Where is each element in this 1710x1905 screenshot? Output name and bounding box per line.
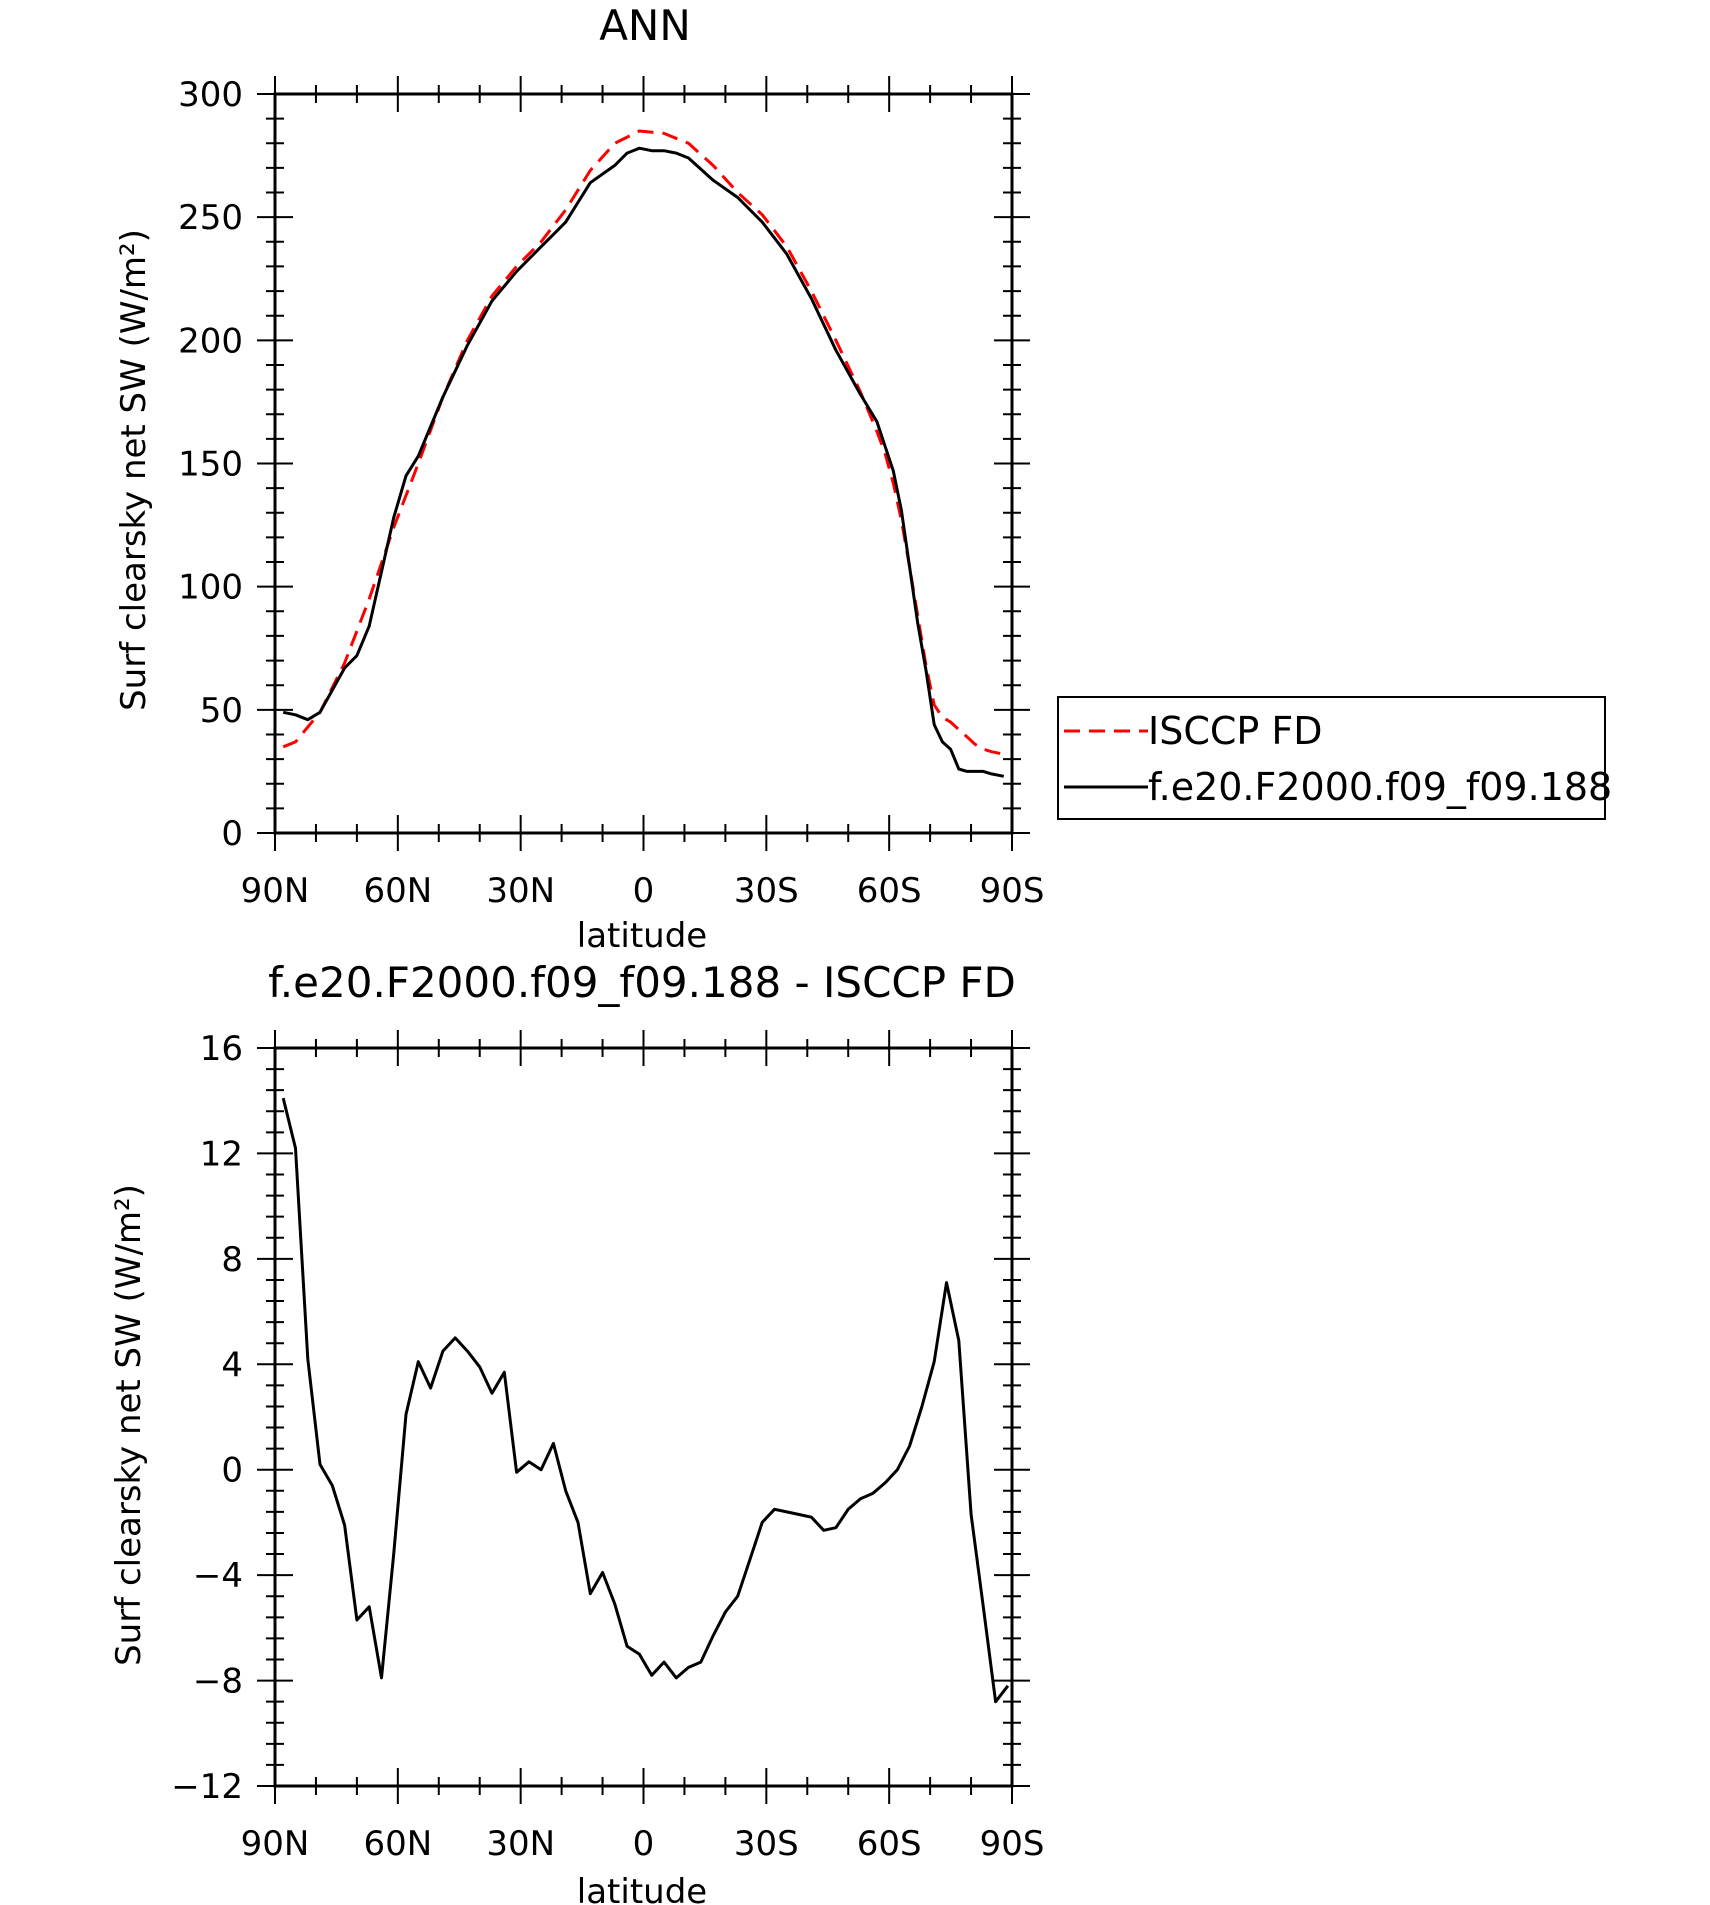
top-chart-y-tick-label: 200 bbox=[178, 321, 243, 361]
bottom-chart-x-tick-label: 30S bbox=[734, 1824, 799, 1864]
bottom-chart-x-tick-label: 0 bbox=[633, 1824, 655, 1864]
bottom-chart-x-tick-label: 60N bbox=[363, 1824, 432, 1864]
bottom-chart-y-tick-label: 8 bbox=[221, 1240, 243, 1280]
top-chart-frame bbox=[273, 92, 1014, 835]
bottom-chart-series-line-1 bbox=[281, 1097, 1010, 1704]
bottom-chart-y-tick-label: −4 bbox=[193, 1556, 243, 1596]
bottom-chart-y-tick-label: −12 bbox=[171, 1767, 243, 1807]
bottom-chart-series bbox=[281, 1097, 1010, 1704]
bottom-chart-x-tick-label: 90N bbox=[241, 1824, 310, 1864]
top-chart-y-tick-label: 300 bbox=[178, 75, 243, 115]
top-chart-x-tick-label: 60N bbox=[363, 871, 432, 911]
top-chart-series-line-1 bbox=[282, 129, 1005, 756]
top-chart-x-axis-label: latitude bbox=[577, 916, 707, 956]
top-chart-y-tick-label: 100 bbox=[178, 568, 243, 608]
top-chart-series bbox=[282, 129, 1005, 778]
top-chart-title: ANN bbox=[599, 1, 691, 50]
bottom-chart-y-tick-label: 16 bbox=[200, 1029, 243, 1069]
bottom-chart-y-tick-label: 0 bbox=[221, 1451, 243, 1491]
top-chart-x-tick-label: 90S bbox=[980, 871, 1045, 911]
bottom-chart-x-tick-label: 30N bbox=[486, 1824, 555, 1864]
top-chart-series-line-2 bbox=[282, 146, 1005, 778]
bottom-chart-x-axis-label: latitude bbox=[577, 1872, 707, 1905]
top-chart-x-tick-label: 90N bbox=[241, 871, 310, 911]
top-chart-y-tick-label: 250 bbox=[178, 198, 243, 238]
top-chart-x-tick-label: 0 bbox=[633, 871, 655, 911]
legend-label-model: f.e20.F2000.f09_f09.188 bbox=[1148, 765, 1612, 809]
bottom-chart-y-tick-label: 4 bbox=[221, 1345, 243, 1385]
bottom-chart-panel: f.e20.F2000.f09_f09.188 - ISCCP FD Surf … bbox=[109, 958, 1044, 1905]
bottom-chart-x-tick-label: 60S bbox=[857, 1824, 922, 1864]
legend-label-isccp: ISCCP FD bbox=[1148, 709, 1323, 753]
top-chart-y-tick-label: 50 bbox=[200, 691, 243, 731]
bottom-chart-y-tick-label: 12 bbox=[200, 1134, 243, 1174]
top-chart-y-tick-label: 0 bbox=[221, 814, 243, 854]
top-chart-x-tick-label: 30N bbox=[486, 871, 555, 911]
top-chart-y-tick-label: 150 bbox=[178, 445, 243, 485]
bottom-chart-y-axis-label: Surf clearsky net SW (W/m²) bbox=[109, 1184, 149, 1666]
top-chart-ticks: 0 50 100 150 200 250 300 90N 60N 30N 0 30S 60S 90S bbox=[178, 75, 1044, 911]
bottom-chart-y-tick-label: −8 bbox=[193, 1662, 243, 1702]
bottom-chart-title: f.e20.F2000.f09_f09.188 - ISCCP FD bbox=[268, 958, 1016, 1007]
legend-box bbox=[1057, 696, 1606, 820]
legend: ISCCP FD f.e20.F2000.f09_f09.188 bbox=[1057, 696, 1612, 820]
top-chart-x-tick-label: 30S bbox=[734, 871, 799, 911]
bottom-chart-ticks: 16 12 8 4 0 −4 −8 −12 90N 60N 30N 0 30S 60S 90S bbox=[171, 1029, 1044, 1864]
top-chart-panel: ANN Surf clearsky net SW (W/m²) latitude… bbox=[114, 1, 1044, 956]
top-chart-x-tick-label: 60S bbox=[857, 871, 922, 911]
top-chart-y-axis-label: Surf clearsky net SW (W/m²) bbox=[114, 229, 154, 711]
bottom-chart-x-tick-label: 90S bbox=[980, 1824, 1045, 1864]
bottom-chart-frame bbox=[273, 1046, 1014, 1788]
